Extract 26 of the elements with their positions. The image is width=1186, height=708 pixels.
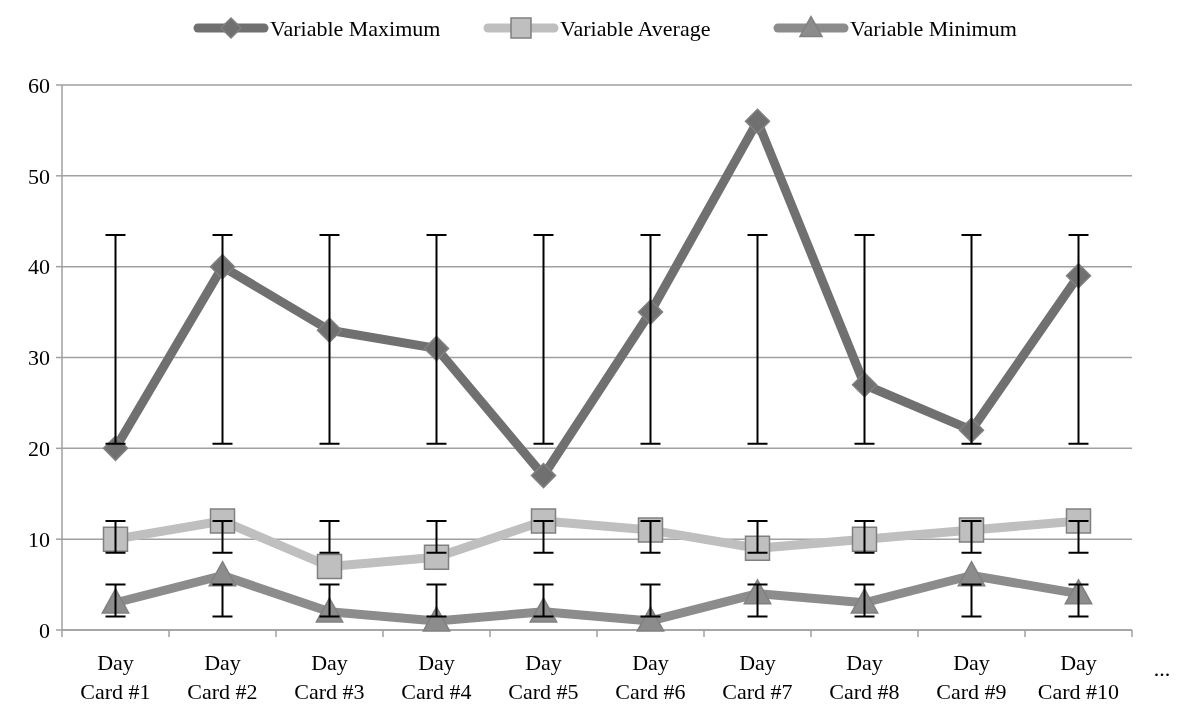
legend-label: Variable Maximum [270, 15, 441, 41]
x-tick-label: Day Card #5 [508, 650, 579, 704]
y-tick-label: 30 [28, 345, 50, 371]
x-tick-label: Day Card #7 [722, 650, 793, 704]
x-tick-label: Day Card #8 [829, 650, 900, 704]
point [316, 553, 343, 580]
x-tick-label: Day Card #4 [401, 650, 472, 704]
point [530, 462, 557, 489]
x-tick-label: Day Card #10 [1037, 650, 1120, 704]
y-tick-label: 0 [39, 617, 50, 643]
point [851, 526, 878, 552]
point [744, 108, 771, 135]
legend-label: Variable Minimum [850, 15, 1017, 41]
x-tick-label: Day Card #9 [936, 650, 1007, 704]
point [102, 526, 129, 552]
x-tick-label: Day Card #3 [294, 650, 365, 704]
y-tick-label: 20 [28, 436, 50, 462]
y-tick-label: 40 [28, 254, 50, 280]
x-tick-label: Day Card #1 [80, 650, 151, 704]
x-tick-label: Day Card #2 [187, 650, 258, 704]
legend-label: Variable Average [560, 15, 711, 41]
text: ... [1153, 656, 1171, 681]
y-tick-label: 60 [28, 72, 50, 98]
y-tick-label: 50 [28, 163, 50, 189]
y-tick-label: 10 [28, 526, 50, 552]
x-tick-label: Day Card #6 [615, 650, 686, 704]
